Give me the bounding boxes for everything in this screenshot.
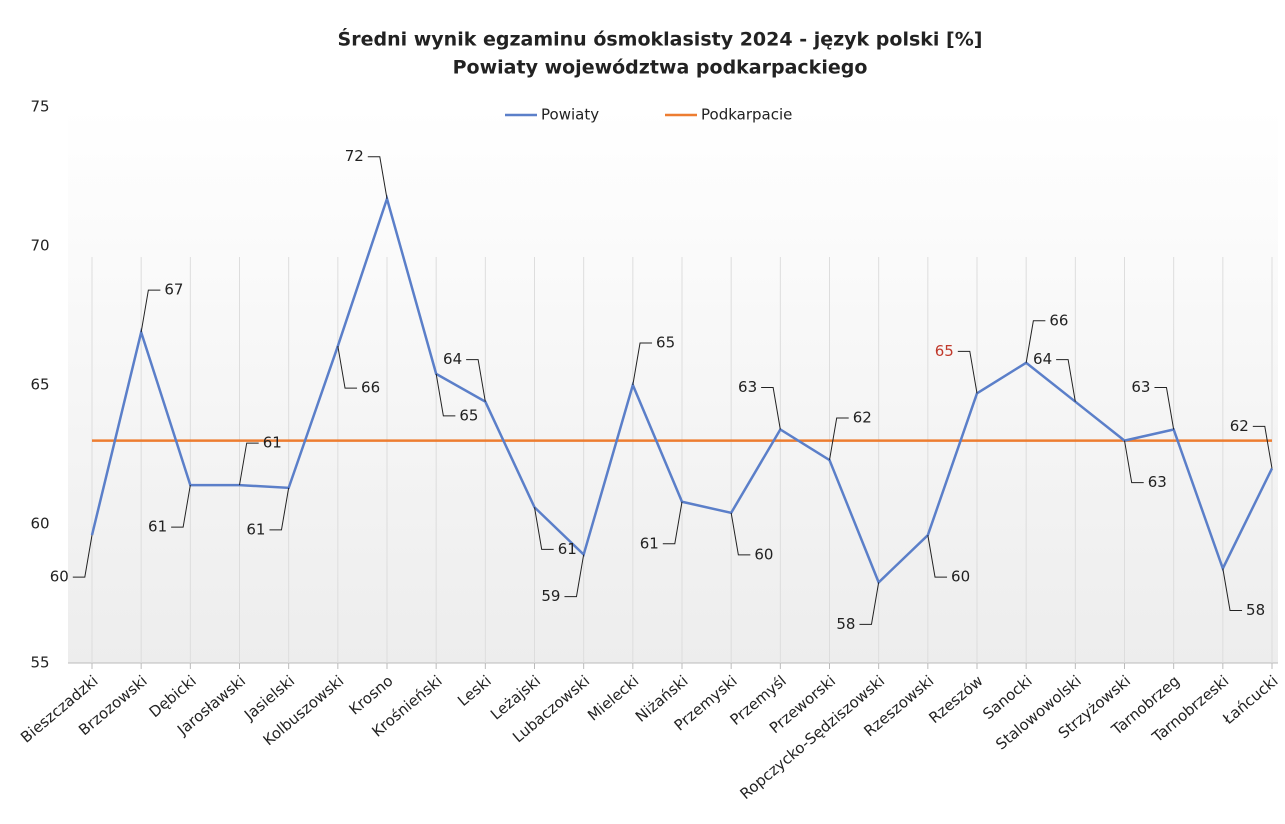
leader-line: [140, 289, 161, 333]
y-tick-label: 70: [30, 237, 49, 255]
data-label: 62: [853, 409, 872, 427]
leader-line: [632, 342, 653, 386]
leader-line: [1124, 440, 1144, 484]
leader-line: [957, 350, 978, 394]
data-label: 58: [836, 615, 855, 633]
leader-line: [239, 442, 259, 486]
leader-line: [1025, 320, 1046, 363]
data-label: 66: [361, 379, 380, 397]
leader-line: [1154, 386, 1175, 430]
leader-line: [761, 386, 781, 430]
leader-line: [466, 359, 486, 402]
x-tick-label: Łańcucki: [1219, 672, 1282, 729]
x-tick-label: Stalowowolski: [992, 672, 1085, 754]
data-label: 60: [50, 568, 69, 586]
data-label: 62: [1230, 417, 1249, 435]
leader-line: [269, 487, 290, 531]
leader-line: [662, 501, 683, 545]
leader-line: [171, 484, 191, 528]
data-label: 64: [1033, 350, 1052, 368]
y-tick-label: 60: [30, 515, 49, 533]
data-label: 61: [263, 434, 282, 452]
leader-line: [730, 512, 751, 556]
leader-line: [1252, 425, 1273, 469]
x-tick-label: Rzeszów: [925, 672, 986, 727]
leader-line: [859, 582, 880, 625]
data-label: 60: [754, 545, 773, 563]
leader-line: [435, 373, 456, 417]
data-label: 60: [951, 568, 970, 586]
data-label: 61: [148, 518, 167, 536]
leader-line: [1056, 359, 1076, 402]
y-tick-label: 55: [30, 654, 49, 672]
chart-subtitle: Powiaty województwa podkarpackiego: [453, 57, 868, 79]
leader-line: [337, 345, 358, 389]
plot-area: [68, 107, 1278, 663]
y-tick-label: 75: [30, 98, 49, 116]
data-label: 64: [443, 350, 462, 368]
leader-line: [534, 507, 554, 550]
legend-label: Podkarpacie: [701, 106, 792, 124]
leader-line: [829, 417, 849, 461]
x-tick-label: Leski: [454, 672, 495, 710]
data-label: 59: [541, 587, 560, 605]
leader-line: [367, 156, 388, 199]
leader-line: [72, 535, 93, 578]
leader-line: [927, 535, 948, 578]
legend-label: Powiaty: [541, 106, 599, 124]
leader-line: [564, 554, 585, 598]
chart-title: Średni wynik egzaminu ósmoklasisty 2024 …: [338, 27, 983, 51]
x-tick-label: Mielecki: [584, 672, 642, 725]
data-label: 66: [1049, 311, 1068, 329]
data-label: 65: [656, 334, 675, 352]
data-label: 61: [558, 540, 577, 558]
data-label: 63: [1148, 473, 1167, 491]
data-label: 61: [246, 520, 265, 538]
data-label: 65: [459, 406, 478, 424]
leader-line: [1222, 568, 1243, 611]
data-label: 61: [640, 534, 659, 552]
data-label: 63: [1131, 378, 1150, 396]
y-tick-label: 65: [30, 376, 49, 394]
data-label: 63: [738, 378, 757, 396]
data-label: 58: [1246, 601, 1265, 619]
data-label: 65: [935, 342, 954, 360]
data-label: 72: [345, 147, 364, 165]
data-label: 67: [164, 281, 183, 299]
